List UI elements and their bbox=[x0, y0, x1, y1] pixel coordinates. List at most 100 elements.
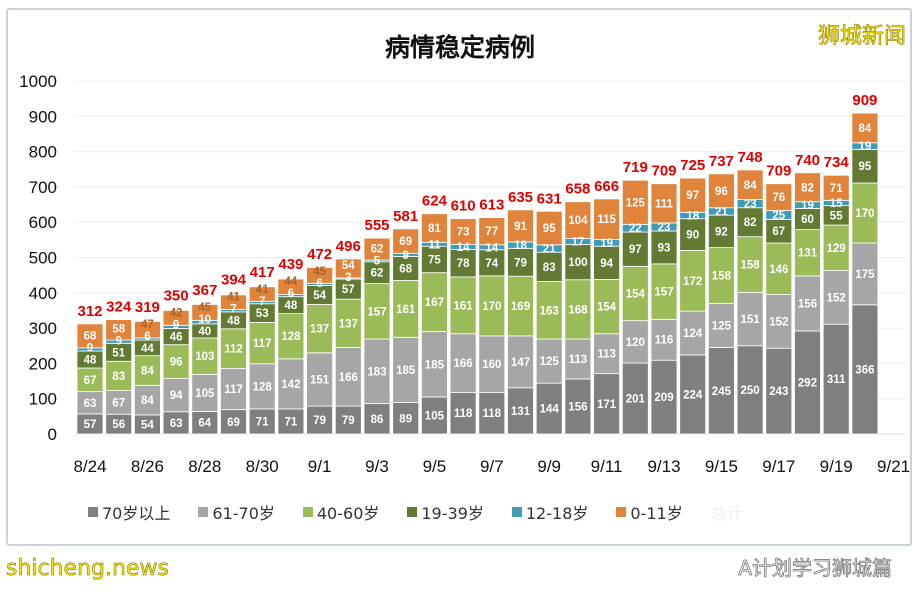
y-tick-label: 100 bbox=[29, 390, 57, 409]
bar-segment bbox=[535, 251, 563, 282]
legend-label: 0-11岁 bbox=[630, 504, 683, 523]
data-label: 169 bbox=[511, 301, 530, 313]
data-label: 311 bbox=[827, 374, 846, 386]
data-label: 152 bbox=[769, 316, 788, 328]
total-label: 734 bbox=[824, 154, 850, 171]
total-label: 610 bbox=[451, 198, 476, 215]
data-label: 45 bbox=[313, 266, 326, 278]
data-label: 69 bbox=[227, 417, 240, 429]
bar-segment bbox=[420, 272, 448, 333]
legend-item: 0-11岁 bbox=[616, 500, 683, 524]
data-label: 82 bbox=[801, 182, 814, 194]
data-label: 76 bbox=[772, 192, 785, 204]
data-label: 48 bbox=[227, 315, 240, 327]
bar-segment bbox=[133, 320, 161, 339]
watermark-site: shicheng.news bbox=[6, 556, 169, 582]
bar-segment bbox=[363, 403, 391, 435]
data-label: 48 bbox=[285, 300, 298, 312]
total-label: 737 bbox=[709, 153, 734, 170]
bar-segment bbox=[794, 172, 821, 203]
bar-segment bbox=[334, 347, 362, 407]
bar-segment bbox=[392, 402, 420, 435]
data-label: 63 bbox=[84, 398, 97, 410]
data-label: 21 bbox=[715, 206, 728, 218]
bar-segment bbox=[363, 237, 391, 261]
data-label: 6 bbox=[288, 288, 294, 300]
bar-segment bbox=[334, 298, 362, 348]
bar-segment bbox=[650, 183, 678, 224]
data-label: 55 bbox=[830, 210, 843, 222]
data-label: 41 bbox=[227, 291, 240, 303]
data-label: 168 bbox=[568, 304, 588, 316]
bar-segment bbox=[478, 391, 506, 435]
data-label: 84 bbox=[141, 365, 154, 377]
bar-segment bbox=[679, 250, 707, 312]
data-label: 166 bbox=[339, 372, 358, 384]
data-label: 56 bbox=[112, 419, 125, 431]
data-label: 292 bbox=[798, 377, 817, 389]
total-label: 324 bbox=[106, 299, 132, 316]
data-label: 69 bbox=[399, 236, 412, 248]
bar-segment bbox=[708, 214, 735, 249]
legend-item: 61-70岁 bbox=[198, 500, 275, 524]
data-label: 151 bbox=[741, 314, 761, 326]
data-label: 156 bbox=[798, 298, 817, 310]
data-label: 91 bbox=[514, 221, 527, 233]
bar-segment bbox=[621, 179, 649, 225]
bar-segment bbox=[277, 278, 305, 295]
total-label: 581 bbox=[393, 208, 418, 225]
bar-segment bbox=[220, 294, 247, 310]
data-label: 62 bbox=[371, 244, 384, 256]
data-label: 171 bbox=[597, 399, 617, 411]
total-label: 709 bbox=[651, 163, 676, 180]
bar-segment bbox=[133, 355, 161, 386]
data-label: 84 bbox=[744, 180, 757, 192]
legend-swatch bbox=[88, 507, 98, 517]
y-tick-label: 400 bbox=[29, 284, 57, 303]
total-label: 613 bbox=[479, 197, 504, 214]
total-label: 740 bbox=[795, 152, 820, 169]
data-label: 62 bbox=[371, 268, 384, 280]
data-label: 17 bbox=[572, 236, 585, 248]
bar-segment bbox=[650, 318, 678, 361]
data-label: 90 bbox=[686, 230, 699, 242]
data-label: 105 bbox=[195, 388, 215, 400]
bar-segment bbox=[765, 347, 793, 435]
data-label: 82 bbox=[744, 217, 757, 229]
x-tick-label: 9/11 bbox=[591, 457, 623, 476]
data-label: 167 bbox=[425, 297, 444, 309]
data-label: 54 bbox=[141, 419, 154, 431]
total-label: 350 bbox=[164, 288, 189, 305]
bar-segment bbox=[277, 408, 305, 435]
data-label: 68 bbox=[84, 331, 97, 343]
data-label: 78 bbox=[457, 258, 470, 270]
data-label: 125 bbox=[626, 197, 646, 209]
data-label: 97 bbox=[686, 190, 699, 202]
data-label: 10 bbox=[198, 314, 211, 326]
legend-item: 19-39岁 bbox=[407, 500, 484, 524]
data-label: 25 bbox=[772, 210, 785, 222]
total-label: 666 bbox=[594, 178, 619, 195]
total-label: 658 bbox=[565, 181, 590, 198]
data-label: 92 bbox=[715, 226, 728, 238]
legend-label: 70岁以上 bbox=[102, 504, 171, 523]
bar-segment bbox=[535, 338, 563, 384]
y-tick-label: 600 bbox=[29, 213, 57, 232]
data-label: 137 bbox=[310, 324, 329, 336]
data-label: 117 bbox=[253, 338, 272, 350]
bar-segment bbox=[277, 313, 305, 360]
bar-segment bbox=[679, 310, 707, 356]
bar-segment bbox=[392, 228, 420, 254]
data-label: 18 bbox=[514, 240, 527, 252]
data-label: 120 bbox=[626, 337, 645, 349]
bar-segment bbox=[507, 387, 534, 435]
y-tick-label: 1000 bbox=[19, 72, 57, 91]
data-label: 67 bbox=[112, 397, 125, 409]
data-label: 54 bbox=[313, 290, 326, 302]
total-label: 496 bbox=[336, 238, 361, 255]
data-label: 243 bbox=[769, 386, 788, 398]
bar-segment bbox=[535, 281, 563, 340]
data-label: 146 bbox=[769, 264, 788, 276]
x-tick-label: 9/13 bbox=[647, 457, 680, 476]
data-label: 118 bbox=[483, 408, 502, 420]
